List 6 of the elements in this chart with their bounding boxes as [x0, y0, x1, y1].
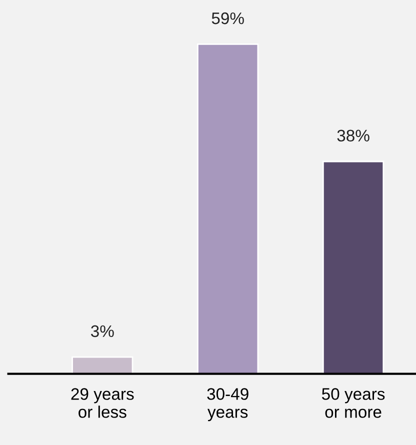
data-label: 38% — [337, 130, 370, 142]
x-tick-label: 29 years or less — [71, 388, 134, 418]
x-tick-label: 50 years or more — [322, 388, 385, 418]
x-tick-label: 30-49 years — [207, 388, 248, 422]
data-label: 59% — [212, 12, 244, 24]
data-label: 3% — [90, 325, 114, 338]
